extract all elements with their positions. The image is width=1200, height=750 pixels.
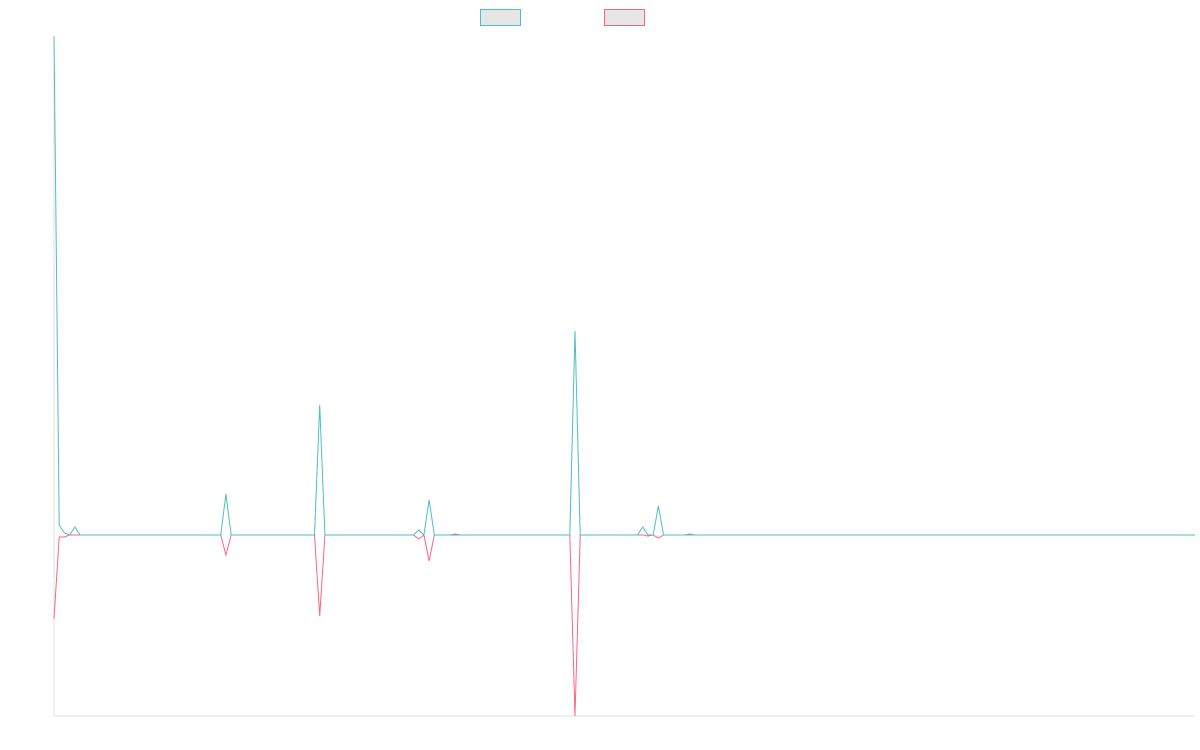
line-series (53, 35, 1195, 537)
legend-swatch (480, 9, 521, 26)
line-series (53, 533, 1195, 717)
legend-swatch (604, 9, 645, 26)
